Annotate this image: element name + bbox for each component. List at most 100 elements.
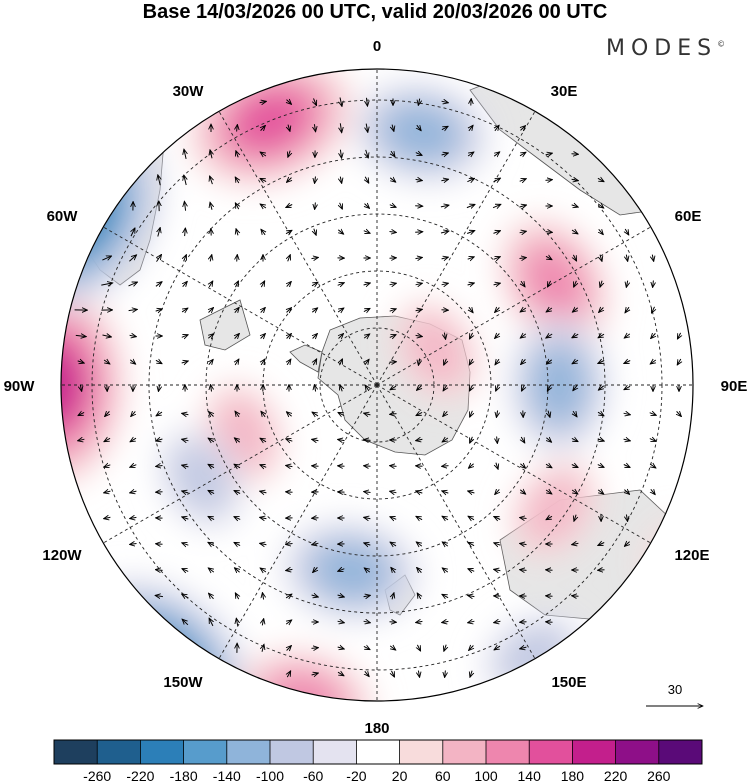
wind-vector <box>285 620 292 624</box>
wind-vector <box>625 306 629 313</box>
colorbar-tick-label: 100 <box>474 768 498 783</box>
wind-vector <box>677 411 682 416</box>
wind-vector <box>597 204 604 208</box>
wind-vector <box>649 439 656 442</box>
wind-vector <box>105 411 110 416</box>
wind-vector <box>286 205 293 208</box>
wind-vector <box>312 308 317 312</box>
wind-vector <box>571 179 579 180</box>
wind-vector <box>156 466 163 467</box>
wind-vector <box>521 280 525 287</box>
wind-vector <box>286 544 293 545</box>
wind-vector <box>597 412 604 416</box>
wind-vector <box>493 152 500 156</box>
lon-label-180: 180 <box>364 720 389 737</box>
wind-vector <box>467 178 474 181</box>
wind-vector <box>444 358 447 365</box>
wind-vector <box>442 438 449 442</box>
wind-vector <box>467 152 474 156</box>
wind-vector <box>261 281 264 288</box>
wind-vector <box>546 308 553 312</box>
wind-vector <box>417 124 421 131</box>
wind-vector <box>262 593 263 600</box>
wind-vector <box>495 489 500 494</box>
wind-vector <box>287 671 290 678</box>
wind-vector <box>235 177 239 184</box>
wind-vector <box>520 490 525 494</box>
wind-vector <box>649 464 656 468</box>
wind-vector <box>236 618 237 626</box>
wind-vector <box>468 542 475 545</box>
wind-vector <box>288 255 291 262</box>
wind-vector <box>366 149 369 158</box>
wind-vector <box>390 386 397 390</box>
wind-vector <box>548 410 550 418</box>
wind-vector <box>416 542 423 546</box>
wind-vector <box>338 439 345 440</box>
wind-vector <box>103 360 110 364</box>
logo-mark: © <box>717 39 726 49</box>
wind-vector <box>468 516 475 520</box>
wind-vector <box>130 465 137 468</box>
wind-vector <box>260 465 267 468</box>
wind-vector <box>416 491 423 493</box>
wind-vector <box>441 153 449 155</box>
wind-vector <box>183 281 188 286</box>
wind-vector <box>234 464 241 468</box>
wind-vector <box>571 465 578 468</box>
wind-vector <box>468 595 475 596</box>
colorbar-tick-label: -60 <box>303 768 323 783</box>
wind-vector <box>546 334 553 338</box>
wind-vector <box>364 413 371 415</box>
wind-vector <box>364 466 371 467</box>
wind-vector <box>572 334 579 338</box>
wind-vector <box>495 125 499 132</box>
wind-vector <box>494 569 501 570</box>
wind-vector <box>235 593 238 600</box>
wind-vector <box>415 153 422 156</box>
colorbar-swatch <box>442 740 487 764</box>
wind-vector <box>441 179 448 181</box>
wind-vector <box>600 280 602 288</box>
wind-vector <box>338 569 345 572</box>
wind-vector <box>415 257 423 258</box>
wind-vector <box>236 281 239 288</box>
lon-label-0: 0 <box>373 38 381 55</box>
wind-vector <box>287 308 292 313</box>
wind-vector <box>649 413 657 416</box>
wind-vector <box>311 282 318 286</box>
lon-label-60e: 60E <box>675 208 702 225</box>
wind-vector <box>209 593 214 600</box>
wind-vector <box>571 205 579 207</box>
wind-vector <box>520 570 527 571</box>
wind-vector <box>184 175 186 186</box>
wind-vector <box>598 543 605 546</box>
wind-vector <box>156 439 163 441</box>
wind-vector <box>158 175 160 186</box>
wind-vector <box>129 335 137 336</box>
wind-vector <box>234 491 241 494</box>
wind-vector <box>287 178 292 183</box>
wind-vector <box>208 568 215 572</box>
wind-vector <box>440 231 449 233</box>
wind-vector <box>130 360 135 364</box>
wind-vector <box>497 436 498 444</box>
wind-vector <box>467 257 475 259</box>
wind-vector <box>626 280 627 288</box>
wind-vector <box>545 153 553 155</box>
lon-label-120e: 120E <box>674 547 709 564</box>
wind-vector <box>521 436 525 443</box>
wind-vector <box>366 123 368 133</box>
wind-vector <box>599 308 604 313</box>
wind-vector <box>234 517 241 520</box>
wind-vector <box>365 204 370 209</box>
wind-vector <box>496 384 499 391</box>
wind-vector <box>236 229 238 236</box>
wind-vectors <box>74 97 682 678</box>
colorbar-swatch <box>658 740 703 764</box>
wind-vector <box>441 126 448 129</box>
wind-vector <box>182 594 189 598</box>
wind-vector <box>652 254 653 262</box>
meridian-line <box>376 111 536 386</box>
wind-vector <box>468 464 473 469</box>
